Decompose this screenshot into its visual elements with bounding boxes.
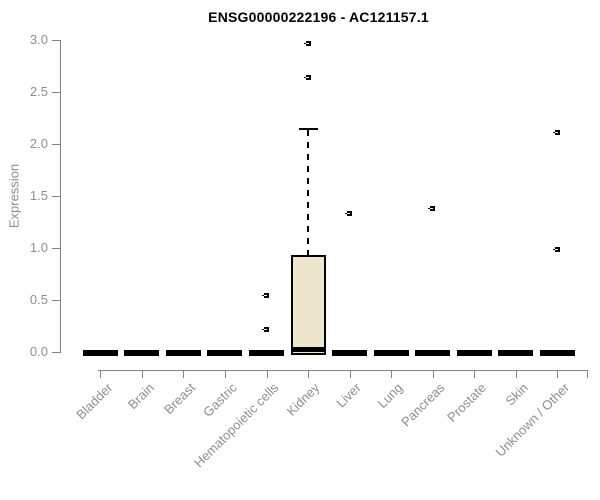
whisker [307, 130, 310, 256]
outlier-slit [430, 207, 434, 209]
outlier-slit [305, 42, 309, 44]
y-tick-label: 0.5 [29, 292, 48, 307]
outlier-left-tick [345, 213, 348, 215]
collapsed-box [82, 350, 118, 356]
y-tick-label: 1.0 [29, 240, 48, 255]
x-tick [267, 370, 268, 378]
x-axis-end-tick [587, 370, 588, 378]
outlier-point [303, 74, 311, 80]
outlier-point [303, 40, 311, 46]
x-tick [308, 370, 309, 378]
x-tick [100, 370, 101, 378]
category-label: Liver [333, 380, 365, 411]
category-label: Gastric [199, 380, 240, 420]
y-tick-label: 1.5 [29, 188, 48, 203]
collapsed-box [332, 350, 368, 356]
outlier-left-tick [262, 328, 264, 330]
outlier-point [552, 246, 560, 252]
collapsed-box [415, 350, 451, 356]
outlier-slit [347, 213, 351, 215]
y-tick [52, 300, 60, 301]
collapsed-box [456, 350, 492, 356]
outlier-slit [554, 132, 558, 134]
x-tick [433, 370, 434, 378]
y-tick-label: 2.0 [29, 136, 48, 151]
outlier-point [262, 293, 269, 299]
outlier-slit [554, 248, 558, 250]
outlier-point [345, 211, 353, 217]
outlier-point [262, 326, 269, 332]
x-tick [183, 370, 184, 378]
x-tick [391, 370, 392, 378]
outlier-slit [264, 328, 267, 330]
collapsed-box [124, 350, 160, 356]
category-label: Bladder [72, 380, 115, 423]
y-tick [52, 352, 60, 353]
collapsed-box [249, 350, 284, 356]
y-tick-label: 0.0 [29, 344, 48, 359]
median-line [291, 346, 325, 352]
y-tick [52, 248, 60, 249]
outlier-point [428, 205, 436, 211]
collapsed-box [539, 350, 575, 356]
outlier-left-tick [303, 42, 306, 44]
y-tick [52, 40, 60, 41]
category-label: Unknown / Other [492, 380, 572, 460]
y-tick [52, 196, 60, 197]
category-label: Pancreas [397, 380, 448, 430]
category-label: Lung [374, 380, 406, 412]
outlier-slit [305, 76, 309, 78]
y-tick [52, 144, 60, 145]
y-tick-label: 3.0 [29, 32, 48, 47]
category-label: Skin [501, 380, 531, 409]
category-label: Prostate [444, 380, 489, 425]
x-axis-line [98, 370, 588, 371]
y-axis-line [60, 40, 61, 353]
category-label: Breast [160, 380, 199, 418]
box [290, 255, 326, 355]
outlier-left-tick [303, 76, 306, 78]
x-tick [350, 370, 351, 378]
outlier-left-tick [552, 132, 555, 134]
x-tick [557, 370, 558, 378]
outlier-left-tick [262, 295, 264, 297]
x-tick [516, 370, 517, 378]
collapsed-box [373, 350, 409, 356]
outlier-left-tick [428, 207, 431, 209]
category-label: Brain [124, 380, 157, 413]
whisker-cap [298, 128, 318, 131]
category-label: Kidney [283, 380, 323, 419]
chart-title: ENSG00000222196 - AC121157.1 [208, 9, 429, 25]
outlier-left-tick [552, 248, 555, 250]
x-tick [474, 370, 475, 378]
collapsed-box [207, 350, 243, 356]
outlier-slit [264, 295, 267, 297]
outlier-point [552, 130, 560, 136]
y-tick [52, 92, 60, 93]
x-tick [142, 370, 143, 378]
collapsed-box [165, 350, 201, 356]
x-tick [225, 370, 226, 378]
collapsed-box [498, 350, 534, 356]
y-tick-label: 2.5 [29, 84, 48, 99]
